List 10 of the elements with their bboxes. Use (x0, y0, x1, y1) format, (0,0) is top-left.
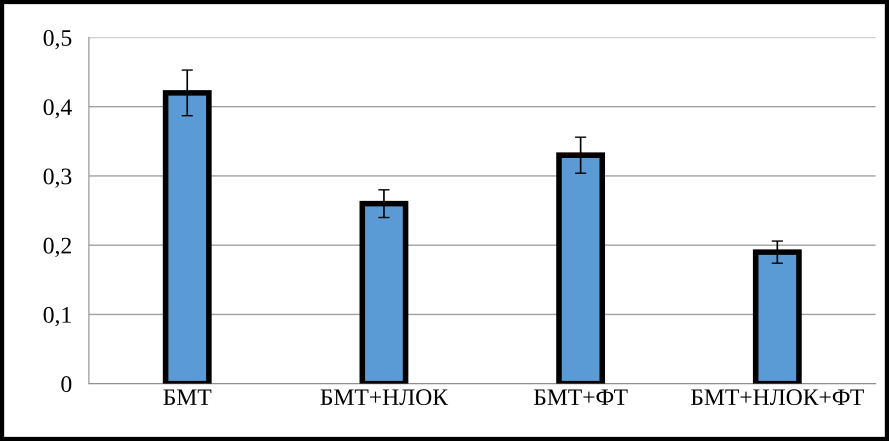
y-tick-label: 0,1 (44, 306, 71, 326)
y-tick-label: 0 (61, 376, 72, 392)
y-tick-label: 0,4 (44, 99, 72, 119)
x-tick-label: БМТ (163, 389, 212, 405)
y-tick-label: 0,3 (44, 168, 72, 188)
y-tick-label: 0,5 (44, 30, 72, 50)
y-tick-label: 0,2 (44, 238, 71, 258)
x-tick-label: БМТ+НЛОК+ФТ (691, 389, 864, 406)
x-tick-label: БМТ+НЛОК (320, 389, 448, 406)
x-tick-label: БМТ+ФТ (534, 389, 628, 405)
